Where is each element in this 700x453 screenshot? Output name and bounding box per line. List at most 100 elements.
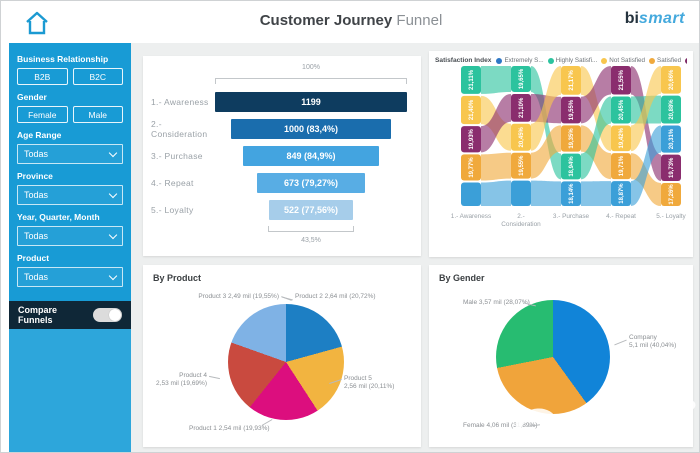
toggle-knob [109, 309, 121, 321]
ribbon-flow[interactable] [631, 153, 661, 206]
chevron-down-icon [108, 230, 118, 239]
funnel-bar-1[interactable]: 1199 [215, 91, 407, 112]
filter-button-male[interactable]: Male [72, 106, 123, 123]
legend-dot-icon [547, 57, 554, 64]
ribbon-flow[interactable] [481, 66, 511, 94]
ribbon-axis-label: Consideration [501, 221, 541, 228]
province-dropdown[interactable]: Todas [17, 185, 123, 205]
ribbon-flow[interactable] [631, 125, 661, 206]
legend-dot-icon [601, 57, 608, 64]
ribbon-segment[interactable] [511, 152, 531, 179]
ribbon-flow[interactable] [631, 66, 661, 152]
filter-button-b2c[interactable]: B2C [72, 68, 123, 85]
ribbon-axis-label: 5.- Loyalty [656, 213, 686, 220]
funnel-bar-4[interactable]: 673 (79,27%) [257, 172, 365, 193]
ribbon-flow[interactable] [481, 93, 511, 153]
ribbon-flow[interactable] [531, 66, 561, 151]
ribbon-segment-value: 19,42% [619, 127, 625, 148]
legend-item[interactable]: Highly Satisfi... [547, 57, 597, 64]
legend-label: Satisfied [657, 57, 682, 64]
header: Customer Journey Funnel bismart [1, 1, 699, 43]
pie-leader-line [614, 339, 627, 346]
funnel-bar-2[interactable]: 1000 (83,4%) [230, 118, 392, 139]
ribbon-segment-value: 18,94% [569, 156, 575, 177]
ribbon-segment[interactable] [561, 96, 581, 124]
legend-item[interactable]: Not Satisfied [601, 57, 645, 64]
ribbon-segment-value: 19,71% [619, 155, 625, 176]
by-gender-pie[interactable] [496, 300, 610, 414]
ribbon-segment-value: 21,17% [569, 70, 575, 91]
compare-funnels-toggle[interactable] [92, 308, 122, 322]
filter-button-female[interactable]: Female [17, 106, 68, 123]
funnel-bar-3[interactable]: 849 (84,9%) [243, 145, 379, 166]
year-quarter-month-dropdown[interactable]: Todas [17, 226, 123, 246]
product-dropdown[interactable]: Todas [17, 267, 123, 287]
pie-slice-label: Product 5 2,56 mil (20,11%) [344, 375, 395, 391]
ribbon-segment[interactable] [511, 93, 531, 122]
funnel-row: 1.- Awareness 1199 [151, 88, 407, 115]
legend-dot-icon [685, 57, 687, 64]
title-sub: Funnel [396, 12, 443, 29]
by-product-card: By Product Product 2 2,64 mil (20,72%) Pr… [143, 265, 421, 447]
ribbon-segment[interactable] [611, 181, 631, 206]
ribbon-segment-value: 19,65% [519, 68, 525, 89]
ribbon-segment[interactable] [661, 95, 681, 124]
ribbon-segment[interactable] [461, 154, 481, 181]
ribbon-segment[interactable] [511, 123, 531, 151]
ribbon-segment-value: 19,55% [569, 99, 575, 120]
ribbon-segment-value: 20,88% [669, 99, 675, 120]
ribbon-chart[interactable]: 21,11% 21,40% 19,93% 19,77% 19,65% 21,10% 20,4… [435, 64, 687, 241]
page-title: Customer Journey Funnel [1, 12, 699, 29]
title-main: Customer Journey [259, 12, 393, 29]
ribbon-flow[interactable] [581, 181, 611, 206]
by-product-title: By Product [153, 273, 202, 283]
ribbon-segment[interactable] [511, 66, 531, 92]
ribbon-segment[interactable] [561, 153, 581, 180]
ribbon-flow[interactable] [581, 66, 611, 124]
filter-label-year-quarter-month: Year, Quarter, Month [17, 212, 100, 222]
pie-slice-label: Product 4 2,53 mil (19,69%) [156, 372, 207, 388]
ribbon-segment-value: 17,26% [669, 184, 675, 205]
ribbon-segment[interactable] [561, 66, 581, 95]
ribbon-flow[interactable] [481, 152, 511, 181]
filter-label-product: Product [17, 253, 50, 263]
ribbon-segment[interactable] [611, 66, 631, 95]
ribbon-segment[interactable] [661, 66, 681, 94]
filter-button-b2b[interactable]: B2B [17, 68, 68, 85]
ribbon-flow[interactable] [581, 125, 611, 180]
funnel-stage-label: 5.- Loyalty [151, 204, 194, 215]
ribbon-segment-value: 20,45% [619, 99, 625, 120]
ribbon-flow[interactable] [581, 96, 611, 180]
legend-item[interactable]: Extremely S... [496, 57, 544, 64]
ribbon-segment[interactable] [561, 181, 581, 206]
ribbon-flow[interactable] [481, 180, 511, 206]
ribbon-segment[interactable] [461, 66, 481, 94]
by-product-pie[interactable] [228, 304, 344, 420]
legend-item[interactable]: Slightly Diss... [685, 57, 687, 64]
ribbon-segment[interactable] [611, 153, 631, 180]
filter-label-gender: Gender [17, 92, 47, 102]
ribbon-segment[interactable] [611, 96, 631, 124]
ribbon-flow[interactable] [531, 180, 561, 206]
chevron-down-icon [108, 189, 118, 198]
funnel-bar-5[interactable]: 522 (77,56%) [269, 199, 353, 220]
compare-funnels-row: Compare Funnels [9, 301, 131, 329]
ribbon-segment[interactable] [561, 125, 581, 152]
ribbon-segment[interactable] [461, 182, 481, 206]
ribbon-segment[interactable] [461, 95, 481, 125]
ribbon-segment-value: 18,14% [569, 183, 575, 204]
home-icon[interactable] [23, 9, 51, 37]
ribbon-segment[interactable] [661, 182, 681, 206]
chevron-down-icon [108, 271, 118, 280]
ribbon-segment[interactable] [511, 180, 531, 206]
ribbon-segment[interactable] [611, 125, 631, 152]
funnel-stage-label: 2.- Consideration [151, 118, 208, 139]
ribbon-segment[interactable] [661, 154, 681, 181]
ribbon-segment[interactable] [661, 125, 681, 153]
ribbon-flow[interactable] [531, 125, 561, 179]
ribbon-segment[interactable] [461, 126, 481, 153]
legend-item[interactable]: Satisfied [649, 57, 681, 64]
legend-dot-icon [496, 57, 503, 64]
age-range-dropdown[interactable]: Todas [17, 144, 123, 164]
bismart-logo: bismart [624, 10, 685, 27]
